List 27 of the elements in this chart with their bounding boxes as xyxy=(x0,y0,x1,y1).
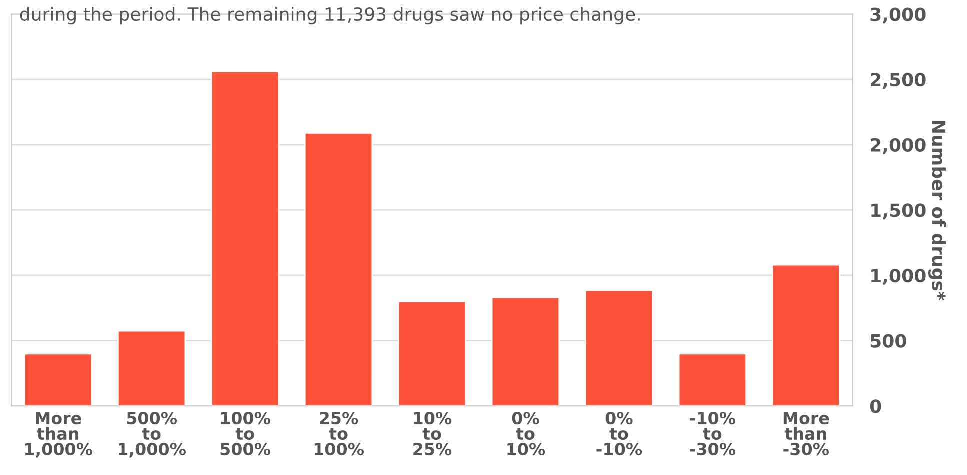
bar xyxy=(584,290,654,406)
bar xyxy=(24,353,93,406)
x-tick-label: More than 1,000% xyxy=(26,412,93,458)
y-tick-label: 0 xyxy=(870,400,882,414)
x-tick-label: 0% to -10% xyxy=(596,412,642,456)
bar xyxy=(210,71,280,406)
y-tick-label: 3,000 xyxy=(870,8,926,24)
x-tick-label: More than -30% xyxy=(784,412,830,456)
x-tick-label: 25% to 100% xyxy=(314,412,364,456)
y-tick-label: 500 xyxy=(870,334,906,348)
bar xyxy=(398,300,467,406)
chart-title: during the period. The remaining 11,393 drugs saw no price change. xyxy=(20,7,640,25)
y-tick-label: 1,000 xyxy=(872,268,926,285)
y-tick-label: 2,000 xyxy=(870,138,926,154)
bar xyxy=(491,297,560,406)
x-tick-label: 10% to 25% xyxy=(414,412,452,456)
bar xyxy=(304,132,374,406)
y-tick-label: 2,500 xyxy=(870,73,926,89)
y-tick-label: 1,500 xyxy=(872,204,926,220)
x-tick-label: -10% to -30% xyxy=(690,412,736,456)
y-axis-title: Number of drugs* xyxy=(928,121,946,301)
x-tick-label: 500% to 1,000% xyxy=(118,412,186,458)
x-tick-label: 100% to 500% xyxy=(220,412,271,456)
bar xyxy=(772,264,840,406)
bar xyxy=(117,330,186,406)
x-tick-label: 0% to 10% xyxy=(508,412,546,456)
bar xyxy=(678,353,748,406)
